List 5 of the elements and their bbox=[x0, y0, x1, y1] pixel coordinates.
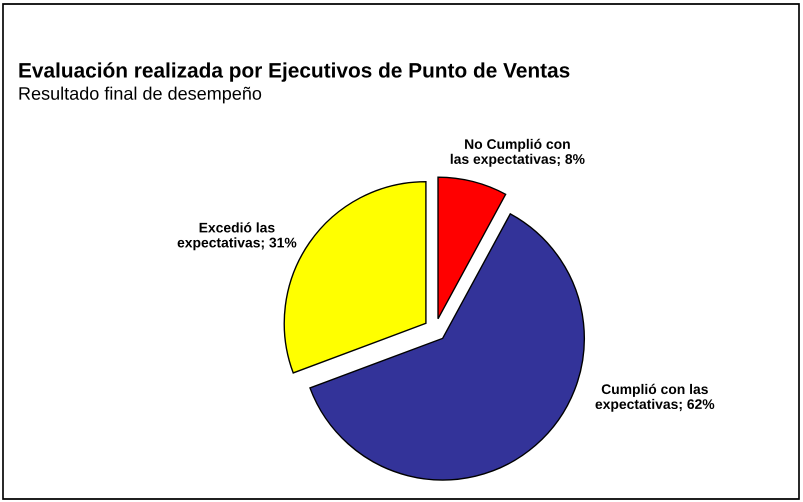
chart-title: Evaluación realizada por Ejecutivos de Punto de Ventas bbox=[19, 62, 570, 82]
slice-label: No Cumplió con las expectativas; 8% bbox=[450, 138, 585, 167]
slice-label: Excedió las expectativas; 31% bbox=[178, 222, 296, 250]
slice-label: Cumplió con las expectativas; 62% bbox=[596, 384, 714, 412]
chart-subtitle: Resultado final de desempeño bbox=[19, 86, 262, 104]
